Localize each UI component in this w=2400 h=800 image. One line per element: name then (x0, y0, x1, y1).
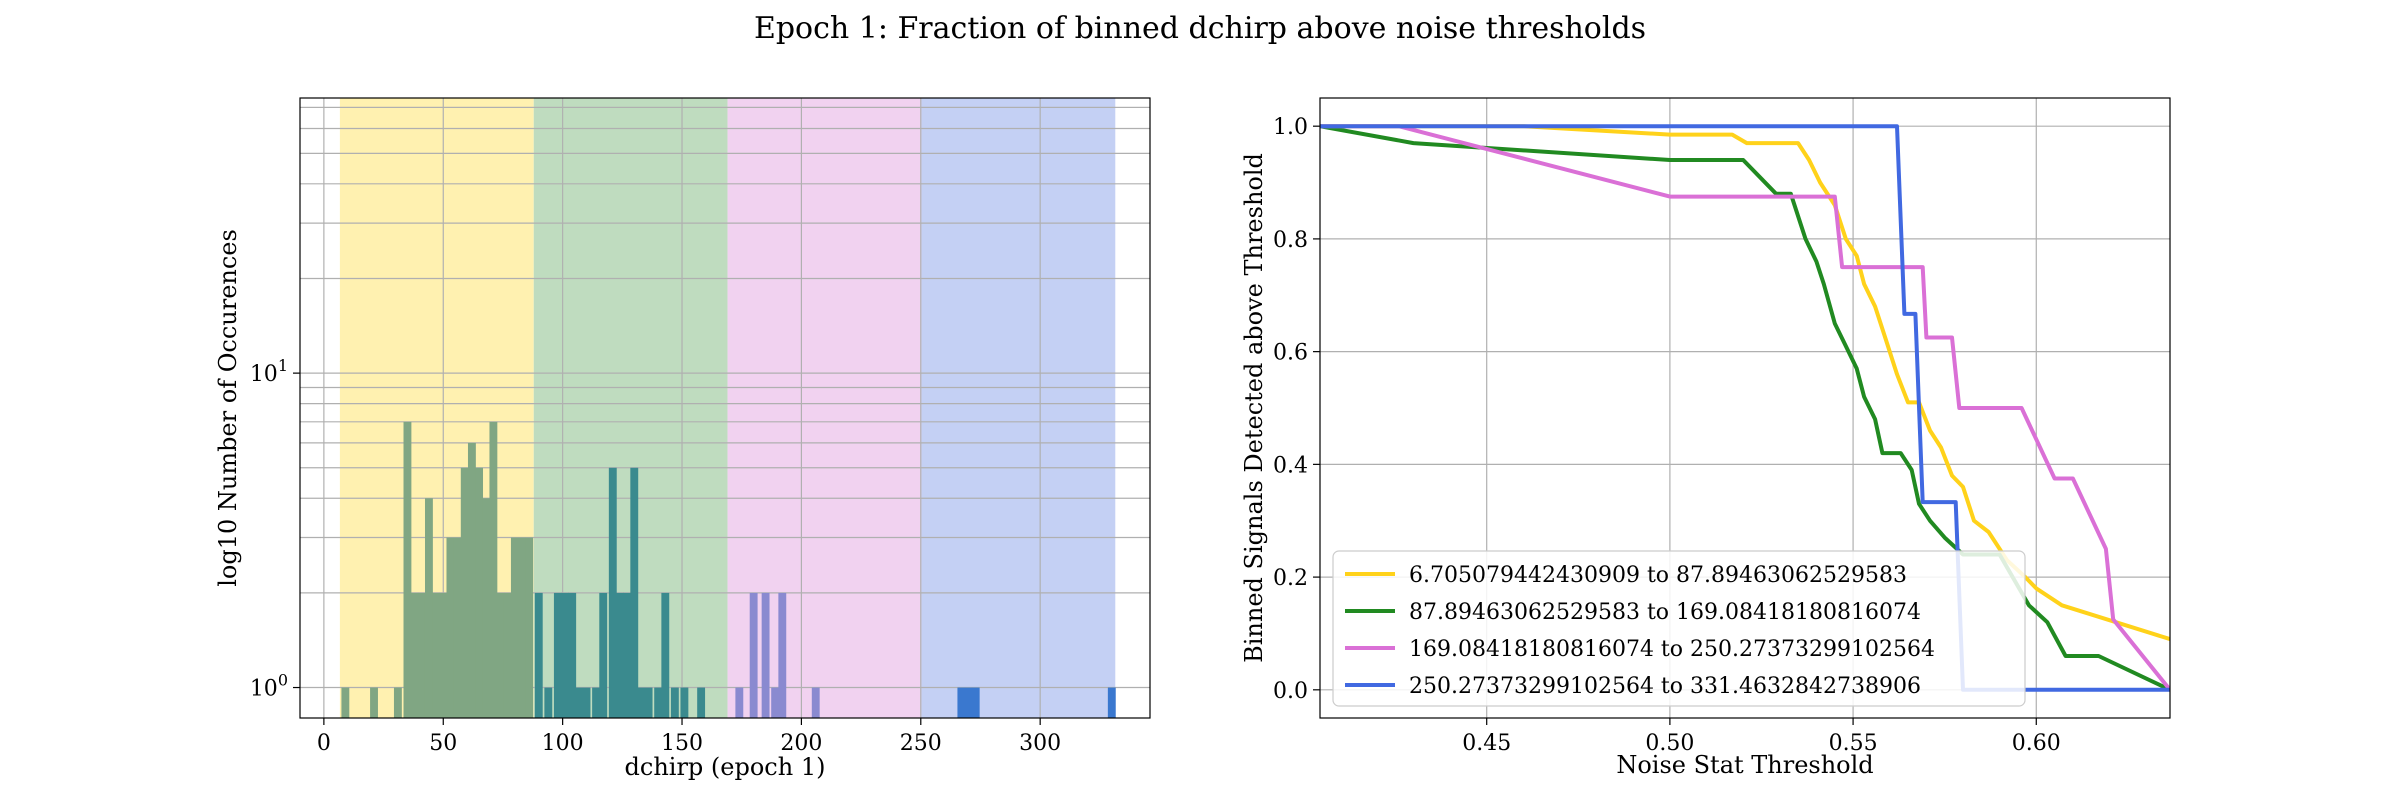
line-chart: 0.45 0.50 0.55 0.60 0.0 0.2 0.4 0.6 0.8 1.0 Nois… (1240, 97, 2171, 779)
x-tick-label: 50 (429, 731, 457, 756)
histogram-bar (957, 687, 966, 718)
legend-entry-label: 87.89463062529583 to 169.08418180816074 (1409, 600, 1921, 625)
legend-entry-label: 6.705079442430909 to 87.89463062529583 (1409, 563, 1907, 588)
histogram-bar (1107, 687, 1116, 718)
histogram-bar (582, 687, 591, 718)
histogram-bar (761, 592, 770, 718)
histogram-bar (568, 592, 577, 718)
histogram-bar (771, 687, 780, 718)
histogram-bar (489, 421, 498, 718)
y-tick-label: 0.0 (1273, 679, 1308, 704)
histogram-bar (964, 687, 973, 718)
histogram-bar (971, 687, 980, 718)
y-tick-label: 0.8 (1273, 228, 1308, 253)
histogram-bar (644, 687, 653, 718)
histogram-bar (680, 687, 689, 718)
x-tick-label: 0.60 (2012, 731, 2061, 756)
histogram-bar (778, 592, 787, 718)
histogram-bar (575, 687, 584, 718)
histogram-bar (417, 592, 426, 718)
series-line-3 (1320, 124, 2170, 692)
histogram-bar (503, 592, 512, 718)
line-chart-x-ticks: 0.45 0.50 0.55 0.60 (1462, 718, 2061, 756)
histogram-bar (453, 537, 462, 718)
histogram-bar (608, 467, 617, 718)
histogram-bar (735, 687, 744, 718)
histogram-bar (432, 592, 441, 718)
histogram-bars (341, 421, 1116, 718)
line-chart-y-label: Binned Signals Detected above Threshold (1240, 153, 1268, 663)
histogram-bar (460, 467, 469, 718)
histogram-bar (592, 687, 601, 718)
series-line-1 (1320, 124, 2170, 642)
figure-title: Epoch 1: Fraction of binned dchirp above… (754, 11, 1646, 46)
line-chart-x-label: Noise Stat Threshold (1616, 751, 1873, 779)
histogram-bar (341, 687, 350, 718)
histogram-bar (561, 592, 569, 718)
histogram-axes-frame (299, 97, 1151, 719)
histogram-bar (424, 498, 433, 718)
histogram-bar (393, 687, 402, 718)
histogram-bar (370, 687, 378, 718)
shaded-band-3 (727, 98, 922, 718)
histogram-bar (749, 592, 758, 718)
histogram-bar (661, 592, 670, 718)
x-tick-label: 100 (542, 731, 584, 756)
histogram-bar (410, 592, 419, 718)
histogram-y-label: log10 Number of Occurences (214, 229, 242, 587)
x-tick-label: 150 (661, 731, 703, 756)
y-tick-label: 1.0 (1273, 115, 1308, 140)
histogram-bar (697, 687, 706, 718)
histogram-bar (525, 537, 534, 718)
histogram-x-label: dchirp (epoch 1) (625, 753, 826, 781)
line-chart-legend: 6.705079442430909 to 87.89463062529583 87… (1332, 550, 2026, 707)
histogram-bar (599, 592, 608, 718)
histogram-bar (811, 687, 820, 718)
x-tick-label: 250 (900, 731, 942, 756)
histogram-bar (510, 537, 519, 718)
legend-entry-label: 250.27373299102564 to 331.4632842738906 (1409, 674, 1921, 699)
histogram-bar (496, 592, 505, 718)
histogram-bands (339, 98, 1116, 718)
y-tick-label: 0.2 (1273, 566, 1308, 591)
histogram-bar (623, 592, 632, 718)
legend-box (1332, 550, 2026, 707)
x-tick-label: 0 (317, 731, 331, 756)
histogram-bar (482, 498, 491, 718)
histogram-bar (518, 537, 526, 718)
y-tick-label: 100 (250, 671, 288, 702)
histogram-bar (670, 687, 679, 718)
histogram-bar (439, 592, 448, 718)
y-tick-label: 0.4 (1273, 453, 1308, 478)
histogram-bar (630, 467, 639, 718)
histogram-bar (616, 592, 624, 718)
line-chart-y-ticks: 0.0 0.2 0.4 0.6 0.8 1.0 (1273, 115, 1320, 704)
histogram-x-ticks: 0 50 100 150 200 250 300 (317, 718, 1061, 756)
histogram-bar (553, 592, 562, 718)
x-tick-label: 0.55 (1829, 731, 1878, 756)
x-tick-label: 0.45 (1462, 731, 1511, 756)
histogram-bar (654, 687, 663, 718)
histogram-grid (300, 98, 1150, 718)
histogram-bar (544, 687, 553, 718)
histogram-bar (637, 687, 646, 718)
histogram-bar (534, 592, 543, 718)
shaded-band-4 (921, 98, 1116, 718)
histogram-bar (403, 421, 412, 718)
x-tick-label: 300 (1019, 731, 1061, 756)
histogram-chart: 0 50 100 150 200 250 300 100 101 dchirp (epoch … (214, 97, 1151, 781)
x-tick-label: 200 (780, 731, 822, 756)
histogram-bar (475, 467, 484, 718)
histogram-bar (446, 537, 455, 718)
line-chart-axes-frame (1319, 97, 2171, 719)
x-tick-label: 0.50 (1645, 731, 1694, 756)
y-tick-label: 101 (250, 356, 288, 387)
y-tick-label: 0.6 (1273, 341, 1308, 366)
histogram-bar (467, 442, 476, 718)
legend-entry-label: 169.08418180816074 to 250.27373299102564 (1409, 637, 1935, 662)
histogram-y-ticks: 100 101 (250, 356, 300, 702)
